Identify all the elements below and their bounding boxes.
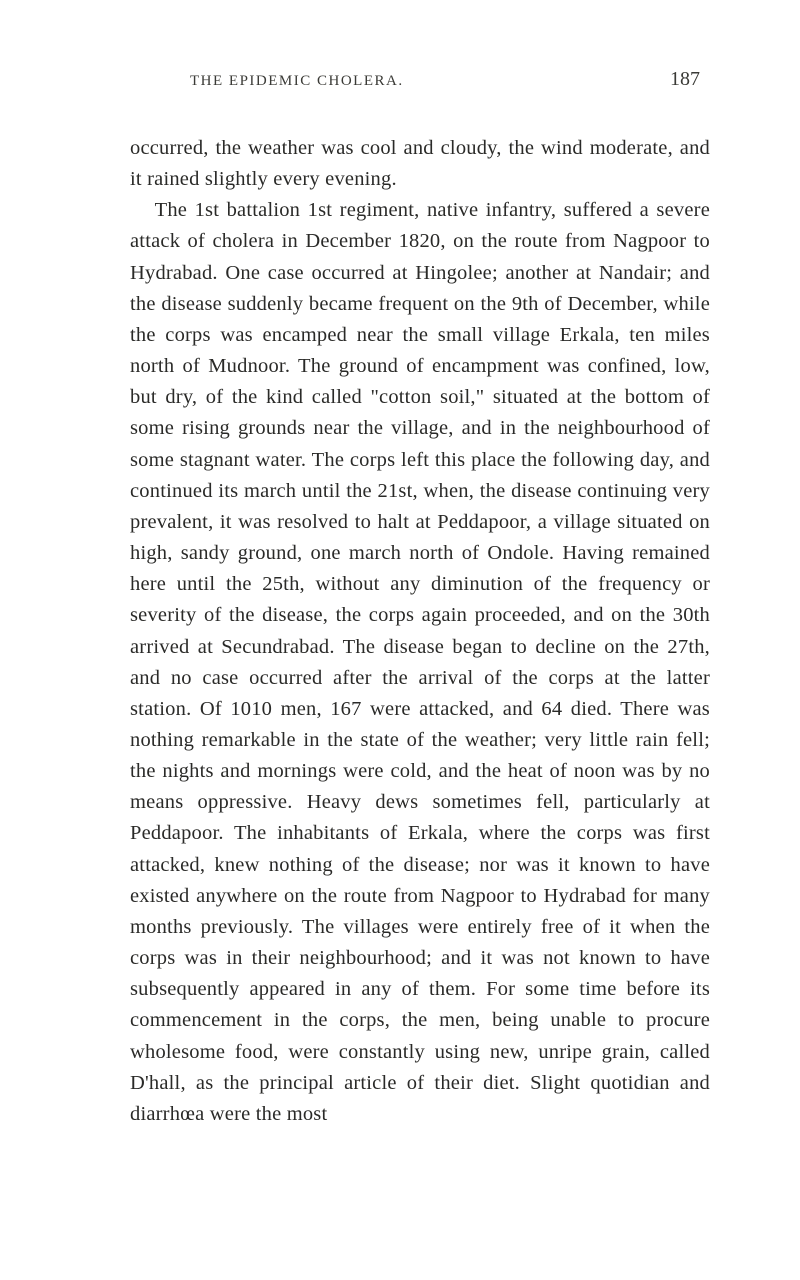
running-head: THE EPIDEMIC CHOLERA. xyxy=(190,73,404,90)
page-container: THE EPIDEMIC CHOLERA. 187 occurred, the … xyxy=(0,0,800,1190)
paragraph: The 1st battalion 1st regiment, native i… xyxy=(130,195,710,1130)
page-header: THE EPIDEMIC CHOLERA. 187 xyxy=(130,68,710,91)
page-number: 187 xyxy=(670,68,700,91)
body-text: occurred, the weather was cool and cloud… xyxy=(130,133,710,1130)
paragraph: occurred, the weather was cool and cloud… xyxy=(130,133,710,195)
